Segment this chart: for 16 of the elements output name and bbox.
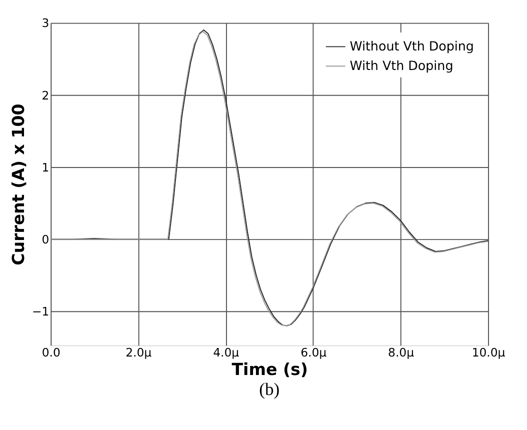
x-tick-label: 4.0µ (213, 345, 240, 360)
legend-label: With Vth Doping (350, 58, 454, 74)
x-tick-label: 2.0µ (126, 345, 152, 360)
y-axis-title: Current (A) x 100 (9, 104, 28, 266)
text: (b) (259, 378, 280, 399)
x-tick-label: 0.0 (42, 345, 60, 360)
y-tick-label: 0 (42, 232, 50, 247)
x-tick-label: 8.0µ (388, 345, 415, 360)
y-tick-label: 2 (42, 88, 50, 102)
y-tick-label: −1 (32, 304, 50, 319)
x-axis-title: Time (s) (232, 360, 308, 379)
x-tick-label: 6.0µ (300, 345, 328, 360)
legend-label: Without Vth Doping (350, 38, 474, 54)
y-tick-label: 1 (42, 160, 50, 174)
x-tick-label: 10.0µ (472, 345, 506, 360)
y-tick-label: 3 (42, 16, 50, 30)
